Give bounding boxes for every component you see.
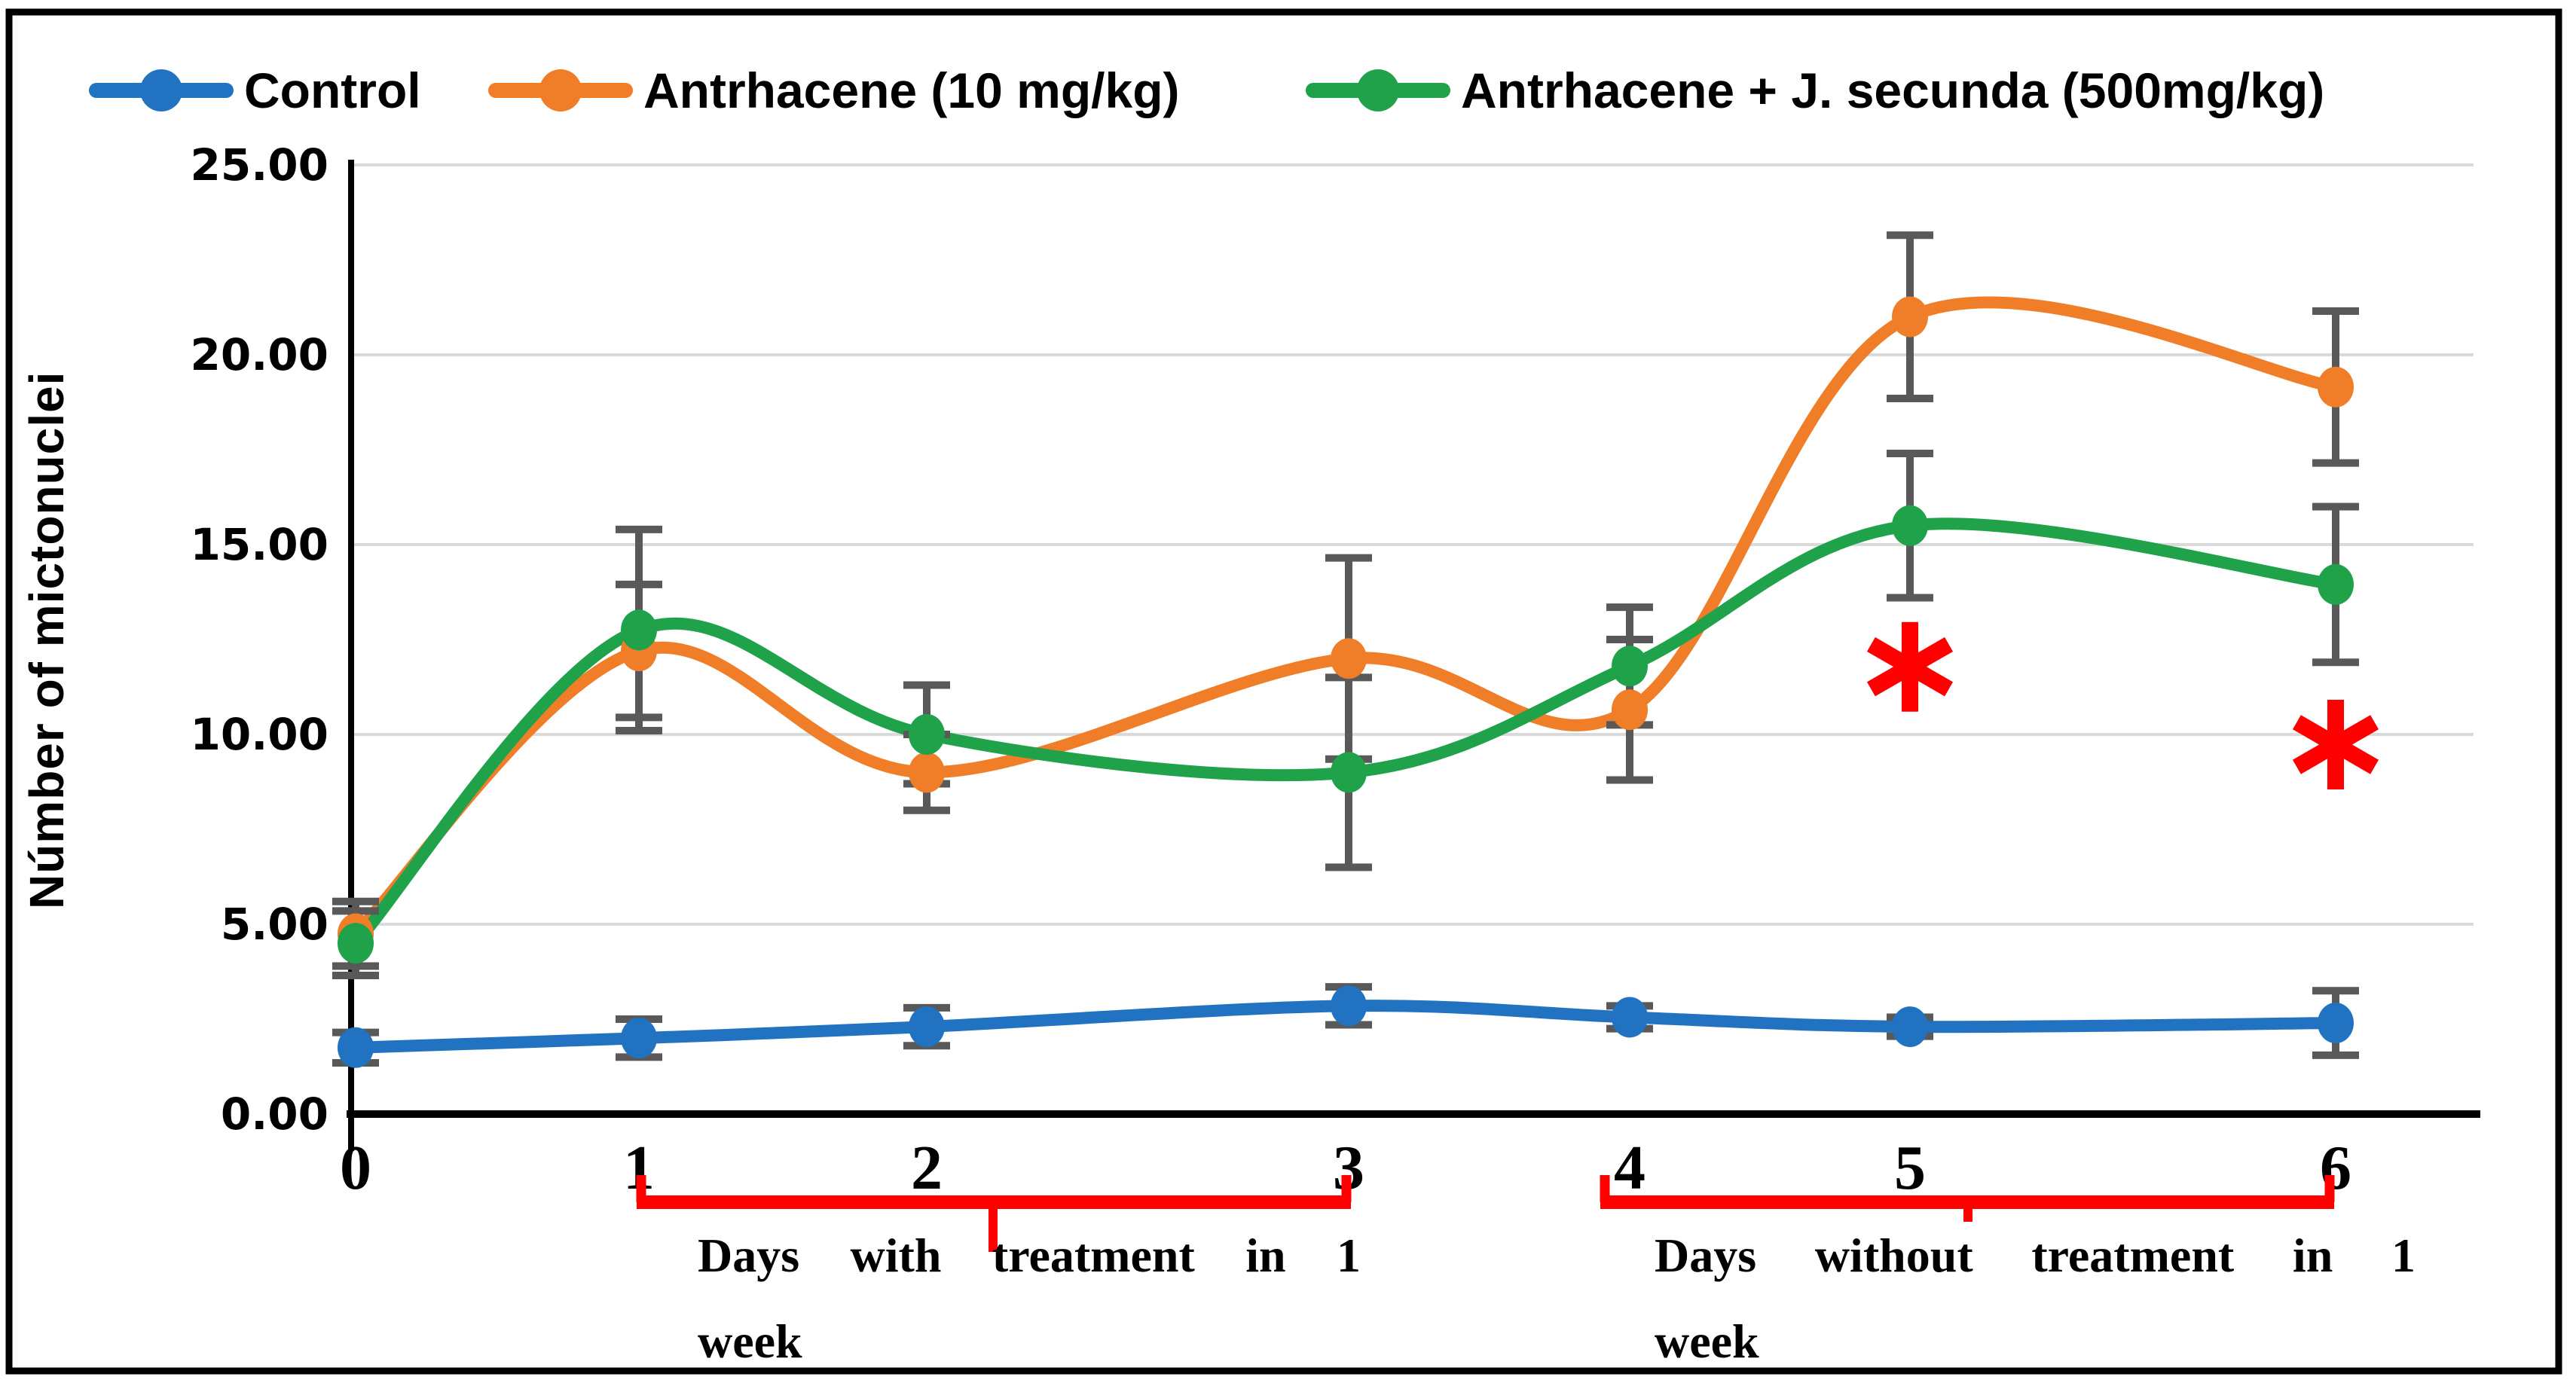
legend-marker-anthracene-jsecunda xyxy=(1306,69,1450,111)
y-tick-label: 0.00 xyxy=(221,1088,328,1140)
y-tick-label: 20.00 xyxy=(191,329,328,380)
data-point-marker xyxy=(1612,646,1648,687)
data-point-marker xyxy=(1331,752,1367,793)
data-point-marker xyxy=(2318,563,2354,605)
bracket-caption-treatment-line1: Days with treatment in 1 xyxy=(698,1228,1361,1284)
caption-word: 1 xyxy=(1337,1229,1361,1282)
y-axis-title: Númber of mictonuclei xyxy=(20,371,74,910)
bracket-caption-treatment-line2: week xyxy=(698,1314,802,1368)
caption-word: treatment xyxy=(992,1229,1195,1282)
caption-word: in xyxy=(1245,1229,1286,1282)
x-tick-label: 2 xyxy=(911,1133,943,1203)
data-point-marker xyxy=(1892,505,1928,546)
legend-item-control: Control xyxy=(89,53,421,128)
circle-marker-icon xyxy=(539,69,582,111)
x-tick-label: 0 xyxy=(340,1133,371,1203)
data-point-marker xyxy=(2318,1003,2354,1044)
data-point-marker xyxy=(338,1027,374,1068)
data-point-marker xyxy=(338,923,374,964)
data-point-marker xyxy=(2318,366,2354,408)
caption-word: without xyxy=(1814,1229,1973,1282)
legend-item-anthracene: Antrhacene (10 mg/kg) xyxy=(488,53,1180,128)
x-tick-label: 6 xyxy=(2320,1133,2351,1203)
legend-marker-anthracene xyxy=(488,69,633,111)
x-tick-label: 5 xyxy=(1894,1133,1926,1203)
y-tick-label: 15.00 xyxy=(191,519,328,570)
legend-label-control: Control xyxy=(244,63,421,118)
circle-marker-icon xyxy=(1357,69,1399,111)
data-point-marker xyxy=(1612,997,1648,1038)
data-point-marker xyxy=(621,1018,657,1059)
data-point-marker xyxy=(1331,985,1367,1027)
data-point-marker xyxy=(909,1006,945,1048)
caption-word: in xyxy=(2292,1229,2333,1282)
caption-word: 1 xyxy=(2391,1229,2416,1282)
data-point-marker xyxy=(1892,1006,1928,1048)
bracket-caption-no-treatment-line2: week xyxy=(1655,1314,1759,1368)
caption-word: Days xyxy=(1655,1229,1757,1282)
significance-asterisk: ∗ xyxy=(2275,657,2395,823)
data-point-marker xyxy=(1331,638,1367,679)
y-tick-label: 5.00 xyxy=(221,899,328,950)
legend-label-anthracene-jsecunda: Antrhacene + J. secunda (500mg/kg) xyxy=(1461,63,2325,118)
caption-word: with xyxy=(850,1229,942,1282)
circle-marker-icon xyxy=(140,69,182,111)
figure-border xyxy=(5,8,2562,1375)
data-point-marker xyxy=(909,714,945,755)
data-point-marker xyxy=(1612,689,1648,731)
data-point-marker xyxy=(1892,296,1928,337)
x-tick-label: 4 xyxy=(1614,1133,1646,1203)
y-tick-label: 25.00 xyxy=(191,139,328,191)
legend-marker-control xyxy=(89,69,234,111)
significance-asterisk: ∗ xyxy=(1850,579,1969,746)
y-tick-label: 10.00 xyxy=(191,709,328,760)
caption-word: treatment xyxy=(2031,1229,2235,1282)
legend-label-anthracene: Antrhacene (10 mg/kg) xyxy=(643,63,1180,118)
data-point-marker xyxy=(909,752,945,793)
legend-item-anthracene-jsecunda: Antrhacene + J. secunda (500mg/kg) xyxy=(1306,53,2324,128)
data-point-marker xyxy=(621,609,657,651)
caption-word: Days xyxy=(698,1229,800,1282)
bracket-caption-no-treatment-line1: Days without treatment in 1 xyxy=(1655,1228,2416,1284)
